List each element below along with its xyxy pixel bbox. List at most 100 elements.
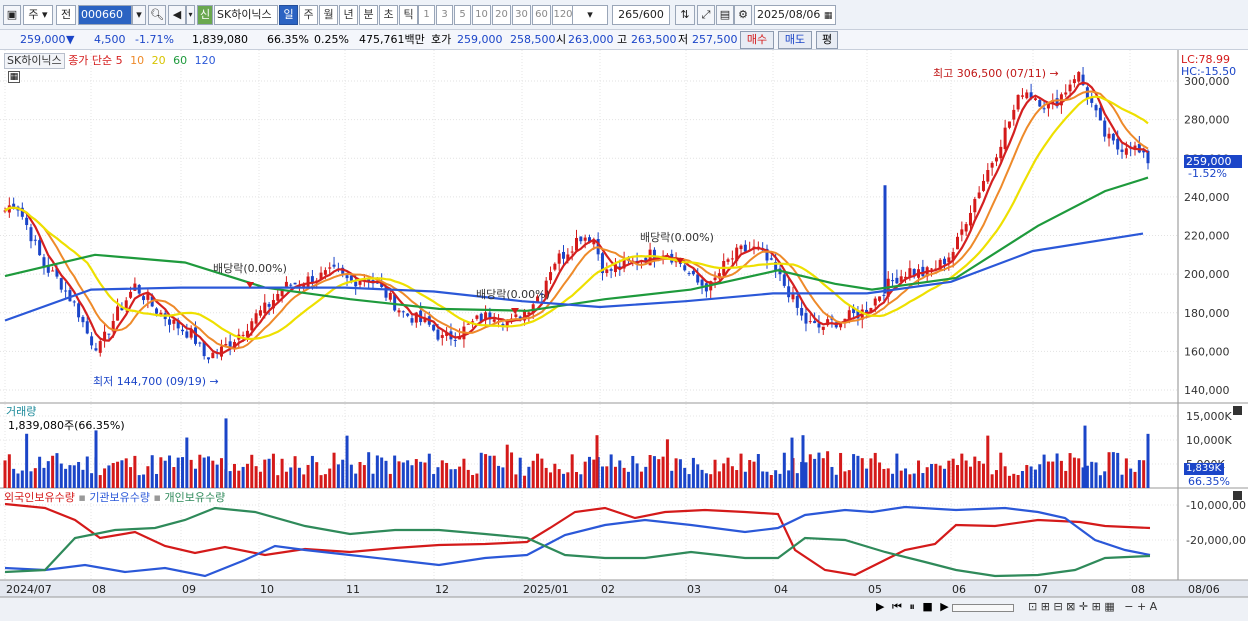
stop-icon[interactable]: ■ <box>922 600 933 613</box>
period-6-button[interactable]: 틱 <box>399 5 418 25</box>
candle-body <box>843 318 847 321</box>
chart-icon[interactable]: ⊟ <box>1053 600 1063 613</box>
zoom-in-icon[interactable]: + <box>1136 600 1147 613</box>
volume-bar <box>362 465 366 488</box>
sound-icon[interactable]: ◀ <box>168 5 186 25</box>
zoom-out-icon[interactable]: − <box>1124 600 1134 613</box>
volume-bar <box>297 467 301 488</box>
period-3-button[interactable]: 년 <box>339 5 358 25</box>
interval-60-button[interactable]: 60 <box>532 5 551 25</box>
volume-bar <box>7 454 11 488</box>
volume-bar <box>194 468 197 488</box>
legend-foreign[interactable]: 외국인보유수량 <box>4 491 75 504</box>
period-0-button[interactable]: 일 <box>279 5 298 25</box>
volume-bar <box>886 468 890 488</box>
candle-body <box>839 321 843 328</box>
high-price: 263,500 <box>631 33 677 46</box>
candle-body <box>103 331 107 341</box>
volume-bar <box>302 474 306 488</box>
first-icon[interactable]: ⏮ <box>891 600 902 613</box>
next-icon[interactable]: ▶ <box>940 600 949 613</box>
sound-dropdown-icon[interactable]: ▾ <box>186 5 195 25</box>
buy-button[interactable]: 매수 <box>740 31 774 49</box>
interval-1-button[interactable]: 1 <box>418 5 435 25</box>
dividend-marker-icon <box>246 282 254 288</box>
sell-button[interactable]: 매도 <box>778 31 812 49</box>
volume-bar <box>801 435 805 488</box>
holdings-panel-close[interactable] <box>1233 491 1242 500</box>
period-4-button[interactable]: 분 <box>359 5 378 25</box>
candle-body <box>453 339 457 341</box>
legend-stock-name[interactable]: SK하이닉스 <box>4 53 65 69</box>
chart-canvas[interactable]: 300,000280,000260,000240,000220,000200,0… <box>0 50 1248 621</box>
volume-bar <box>1064 470 1068 488</box>
prev-button[interactable]: 전 <box>56 5 76 25</box>
volume-bar <box>1042 454 1046 488</box>
draw-icon[interactable]: ⤢ <box>697 5 715 25</box>
save-icon[interactable]: ▤ <box>716 5 734 25</box>
volume-bar <box>575 472 578 488</box>
candle-body <box>544 280 548 298</box>
font-icon[interactable]: A <box>1149 600 1158 613</box>
volume-bar <box>930 463 934 488</box>
play-icon[interactable]: ▶ <box>876 600 885 613</box>
volume-bar <box>284 471 288 488</box>
interval-120-button[interactable]: 120 <box>552 5 574 25</box>
pause-icon[interactable]: ⏸ <box>909 600 915 613</box>
legend-individual[interactable]: 개인보유수량 <box>164 491 226 504</box>
table-icon[interactable]: ⊞ <box>1040 600 1050 613</box>
candle-body <box>943 258 947 265</box>
period-2-button[interactable]: 월 <box>319 5 338 25</box>
volume-bar <box>1016 475 1020 488</box>
volume-title[interactable]: 거래량 <box>6 405 37 418</box>
layout-icon[interactable]: ▦ <box>1104 600 1115 613</box>
ma20-line <box>4 95 1149 341</box>
candle-body <box>878 296 882 301</box>
count-input[interactable]: 265/600 <box>612 5 670 25</box>
interval-3-button[interactable]: 3 <box>436 5 453 25</box>
compare-icon[interactable]: ⊡ <box>1028 600 1038 613</box>
candle-body <box>29 227 33 242</box>
candle-body <box>1064 92 1068 95</box>
table-icon[interactable]: ▦ <box>8 71 20 83</box>
interval-5-button[interactable]: 5 <box>454 5 471 25</box>
x-tick-label: 11 <box>346 583 360 596</box>
volume-bar <box>155 473 159 488</box>
code-input[interactable]: 000660 <box>78 5 132 25</box>
search-icon[interactable]: 🔍︎ <box>148 5 166 25</box>
eval-button[interactable]: 평 <box>816 31 838 49</box>
price-tick-label: 200,000 <box>1184 268 1230 281</box>
candle-body <box>85 321 89 334</box>
market-select[interactable]: 주 ▾ <box>23 5 53 25</box>
date-input[interactable]: 2025/08/06 ▦ <box>754 5 836 25</box>
ma10-line <box>4 90 1149 350</box>
interval-select[interactable]: ▾ <box>572 5 608 25</box>
volume-bar <box>414 459 418 488</box>
cross-icon[interactable]: ✛ <box>1078 600 1089 613</box>
chart-type-icon[interactable]: ▣ <box>3 5 21 25</box>
scroll-slider[interactable] <box>952 604 1014 612</box>
grid-icon[interactable]: ⊞ <box>1091 600 1101 613</box>
overlay-icon[interactable]: ⊠ <box>1066 600 1076 613</box>
volume-bar <box>1072 457 1076 488</box>
candle-body <box>618 266 622 268</box>
interval-10-button[interactable]: 10 <box>472 5 491 25</box>
candle-body <box>289 284 293 286</box>
period-1-button[interactable]: 주 <box>299 5 318 25</box>
volume-panel-close[interactable] <box>1233 406 1242 415</box>
compare-icon[interactable]: ⇅ <box>675 5 695 25</box>
volume-bar <box>1116 452 1120 488</box>
volume-bar <box>986 435 990 488</box>
code-dropdown-icon[interactable]: ▾ <box>132 5 146 25</box>
stock-chart[interactable]: 300,000280,000260,000240,000220,000200,0… <box>0 50 1248 621</box>
period-5-button[interactable]: 초 <box>379 5 398 25</box>
candle-body <box>293 282 297 285</box>
candle-body <box>414 312 418 323</box>
interval-30-button[interactable]: 30 <box>512 5 531 25</box>
stock-name[interactable]: SK하이닉스 <box>214 5 278 25</box>
interval-20-button[interactable]: 20 <box>492 5 511 25</box>
legend-institution[interactable]: 기관보유수량 <box>89 491 151 504</box>
calendar-icon[interactable]: ▦ <box>823 11 833 21</box>
settings-icon[interactable]: ⚙ <box>734 5 752 25</box>
volume-bar <box>882 468 886 488</box>
